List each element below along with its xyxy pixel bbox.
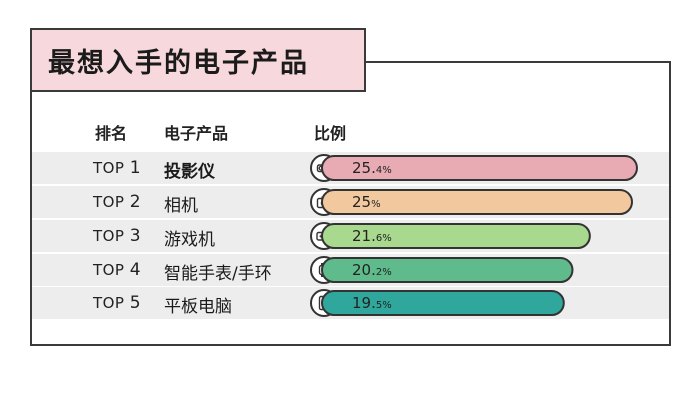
tablet-icon (310, 289, 338, 317)
header-ratio: 比例 (314, 124, 347, 143)
camera-icon (310, 188, 338, 216)
product-name: 投影仪 (164, 162, 215, 182)
game-console-icon (310, 222, 338, 250)
rank-number: 3 (129, 226, 142, 246)
projector-icon (310, 154, 338, 182)
header-rank: 排名 (95, 124, 128, 143)
rank-label: TOP 4 (72, 260, 162, 280)
rank-label: TOP 2 (72, 192, 162, 212)
rank-number: 1 (129, 158, 142, 178)
rank-prefix: TOP (92, 294, 130, 312)
rank-label: TOP 1 (72, 158, 162, 178)
rank-number: 4 (129, 260, 142, 280)
rank-prefix: TOP (92, 261, 130, 279)
rank-prefix: TOP (92, 227, 130, 245)
rank-label: TOP 3 (72, 226, 162, 246)
rank-number: 2 (129, 192, 142, 212)
rank-prefix: TOP (92, 159, 130, 177)
smartwatch-icon (310, 256, 338, 284)
product-name: 相机 (164, 196, 198, 216)
product-name: 智能手表/手环 (164, 264, 272, 284)
rank-prefix: TOP (92, 193, 130, 211)
rank-number: 5 (129, 293, 142, 313)
product-name: 游戏机 (164, 230, 215, 250)
header-product: 电子产品 (164, 124, 229, 143)
product-name: 平板电脑 (164, 297, 232, 317)
page-title: 最想入手的电子产品 (30, 28, 366, 92)
rank-label: TOP 5 (72, 293, 162, 313)
